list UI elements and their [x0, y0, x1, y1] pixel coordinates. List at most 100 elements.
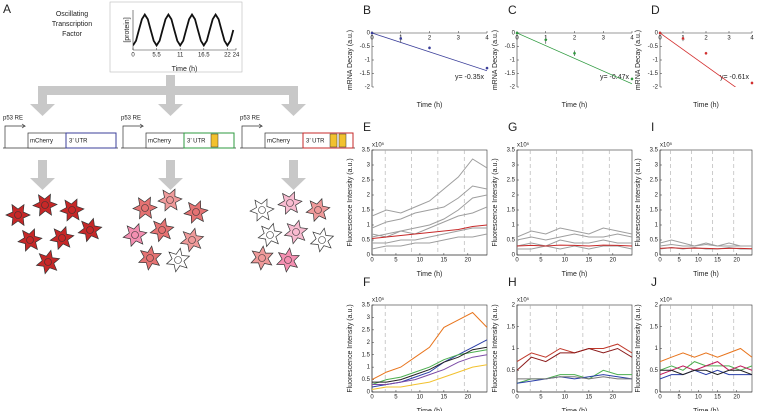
- series-line: [372, 158, 487, 217]
- promoter-arrow: [241, 123, 264, 148]
- x-tick-label: 20: [464, 258, 471, 264]
- x-axis-label: Time (h): [417, 271, 443, 278]
- data-point: [485, 66, 489, 70]
- utr-label: 3’ UTR: [69, 139, 88, 145]
- y-tick-label: 3.5: [362, 303, 371, 309]
- data-point: [544, 38, 548, 42]
- cell-nucleus: [86, 226, 94, 234]
- x-tick-label: 4: [485, 36, 489, 42]
- y-tick-label: 2: [367, 193, 371, 199]
- data-point: [704, 51, 708, 55]
- reporter-label: mCherry: [30, 139, 53, 145]
- arrow-stem: [289, 160, 298, 178]
- utr-element: [329, 133, 338, 148]
- x-tick-label: 5: [394, 395, 398, 401]
- y-tick-label: 2: [367, 340, 371, 346]
- y-axis-label: Fluorescence Intensity (a.u.): [347, 158, 354, 246]
- chart: H00.511.5205101520Time (h)Fluorescence I…: [492, 275, 633, 411]
- plot-frame: [371, 149, 488, 256]
- series-line: [372, 349, 487, 385]
- flow-arrows: [30, 75, 306, 190]
- arrow-head: [281, 178, 306, 190]
- x-tick-label: 5: [394, 258, 398, 264]
- chart: 0 5.5 11 16.5 22 24 Time (h) [protein]: [124, 10, 240, 73]
- data-point: [681, 37, 685, 40]
- x-tick-label: 4: [750, 36, 754, 42]
- arrow-stem: [38, 86, 47, 104]
- y-tick-label: 0: [512, 390, 516, 396]
- utr-box: [183, 132, 235, 149]
- y-tick-label: -0.5: [648, 44, 659, 50]
- chart: B0-0.5-1-1.5-201234Time (h)mRNA Decay (a…: [347, 3, 489, 109]
- utr-box: [65, 132, 117, 149]
- x-tick-label: 22: [224, 53, 231, 59]
- series-line: [372, 311, 487, 381]
- y-axis-label: mRNA Decay (a.u.): [635, 30, 642, 90]
- promoter-label: p53 RE: [240, 116, 260, 122]
- x-tick-label: 10: [695, 258, 702, 264]
- y-tick-label: 0: [367, 31, 371, 37]
- y-tick-label: 0: [512, 31, 516, 37]
- cell-nucleus: [284, 256, 292, 264]
- x-tick-label: 15: [586, 395, 593, 401]
- utr-label: 3’ UTR: [187, 139, 206, 145]
- x-tick-label: 4: [630, 36, 634, 42]
- y-exponent: x10⁵: [517, 142, 530, 149]
- cell-nucleus: [131, 231, 139, 239]
- panel-label: C: [508, 3, 517, 17]
- x-tick-label: 0: [515, 36, 519, 42]
- panel-label: A: [3, 2, 11, 16]
- cell-nucleus: [258, 254, 266, 262]
- y-tick-label: 3.5: [362, 148, 371, 154]
- x-tick-label: 0: [658, 258, 662, 264]
- panel-label: F: [363, 275, 370, 289]
- y-tick-label: 1: [512, 223, 516, 229]
- cell-nucleus: [146, 254, 154, 262]
- y-tick-label: -1.5: [648, 71, 659, 77]
- x-tick-label: 0: [658, 36, 662, 42]
- y-exponent: x10⁵: [372, 142, 385, 149]
- chart: G 0 0.5 1 1.5 2 2.5 3 3.5 0 5 10 15 20 Time (h) Fluores…: [492, 120, 633, 278]
- utr-element: [210, 133, 219, 148]
- series-line: [517, 374, 632, 384]
- y-tick-label: 2: [512, 303, 516, 309]
- y-axis-label: Fluorescence Intensity (a.u.): [347, 304, 354, 392]
- y-tick-label: -1.5: [505, 71, 516, 77]
- x-axis-label: Time (h): [417, 102, 443, 109]
- y-tick-label: 3: [367, 163, 371, 169]
- y-tick-label: 0.5: [362, 238, 371, 244]
- series-line: [372, 364, 487, 390]
- y-tick-label: 2: [512, 193, 516, 199]
- y-exponent: x10⁵: [660, 297, 673, 304]
- promoter-arrow: [4, 123, 27, 148]
- cell-nucleus: [266, 231, 274, 239]
- fit-line: [660, 33, 737, 87]
- panel-label: E: [363, 120, 371, 134]
- y-axis-label: Fluorescence Intensity (a.u.): [635, 304, 642, 392]
- y-tick-label: 3.5: [507, 148, 516, 154]
- x-tick-label: 20: [609, 258, 616, 264]
- x-tick-label: 15: [441, 258, 448, 264]
- x-axis-label: Time (h): [172, 66, 198, 73]
- x-tick-label: 15: [586, 258, 593, 264]
- data-point: [630, 77, 634, 81]
- y-tick-label: 0.5: [650, 238, 659, 244]
- data-point: [370, 31, 374, 35]
- chart: F 0 0.5 1 1.5 2 2.5 3 3.5 0 5 10 15 20 Time (h) Fluores…: [347, 275, 488, 411]
- fit-annotation: y= -0.47x: [600, 74, 629, 81]
- arrow-stem: [166, 160, 175, 178]
- y-tick-label: 0.5: [362, 377, 371, 383]
- utr-label: 3’ UTR: [306, 139, 325, 145]
- y-tick-label: 0: [367, 390, 371, 396]
- chart: D0-0.5-1-1.5-201234Time (h)mRNA Decay (a…: [635, 3, 754, 109]
- x-axis-label: Time (h): [562, 408, 588, 411]
- cell-nucleus: [286, 199, 294, 207]
- x-axis-label: Time (h): [562, 271, 588, 278]
- arrow-head: [158, 104, 183, 116]
- cell-nucleus: [68, 206, 76, 214]
- x-tick-label: 2: [573, 36, 577, 42]
- series-line: [372, 194, 487, 238]
- data-point: [750, 81, 754, 85]
- cell-nucleus: [174, 256, 182, 264]
- x-tick-label: 0: [658, 395, 662, 401]
